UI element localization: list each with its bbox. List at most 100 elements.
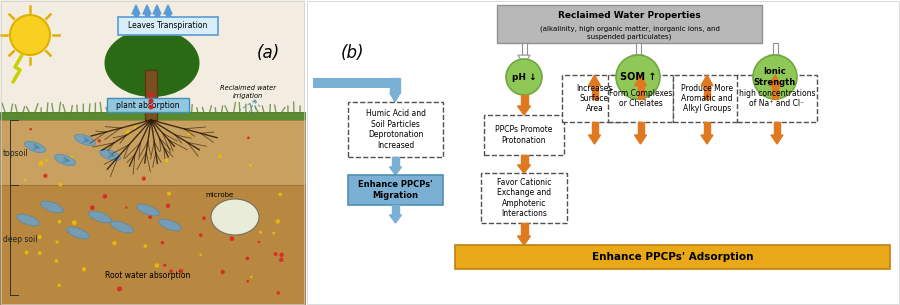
Text: Humic Acid and
Soil Particles
Deprotonation
Increased: Humic Acid and Soil Particles Deprotonat…: [365, 109, 426, 149]
Circle shape: [753, 55, 797, 99]
Circle shape: [117, 286, 122, 291]
Polygon shape: [390, 215, 401, 223]
Ellipse shape: [75, 134, 95, 146]
Bar: [134, 14, 138, 27]
FancyBboxPatch shape: [484, 115, 564, 155]
Circle shape: [279, 253, 284, 257]
Text: deep soil: deep soil: [3, 235, 38, 245]
Polygon shape: [518, 106, 530, 115]
Circle shape: [247, 280, 249, 283]
Circle shape: [259, 231, 262, 234]
Circle shape: [72, 220, 76, 225]
Text: Leaves Transpiration: Leaves Transpiration: [129, 21, 208, 30]
Text: Enhance PPCPs' Adsorption: Enhance PPCPs' Adsorption: [592, 252, 753, 262]
Text: high concentrations
of Na⁺ and Cl⁻: high concentrations of Na⁺ and Cl⁻: [739, 89, 815, 108]
Circle shape: [230, 236, 234, 241]
Circle shape: [148, 99, 154, 103]
Ellipse shape: [111, 221, 133, 233]
Ellipse shape: [122, 36, 166, 74]
Circle shape: [165, 159, 168, 162]
Polygon shape: [390, 93, 400, 102]
Circle shape: [275, 219, 280, 224]
Ellipse shape: [137, 204, 159, 216]
Circle shape: [237, 206, 241, 211]
Bar: [637, 86, 643, 99]
Circle shape: [58, 183, 62, 187]
Text: Reclaimed Water Properties: Reclaimed Water Properties: [558, 10, 701, 20]
Ellipse shape: [146, 40, 174, 62]
FancyBboxPatch shape: [145, 70, 157, 120]
Bar: [392, 157, 399, 167]
Text: Increases
Surface
Area: Increases Surface Area: [576, 84, 613, 113]
Polygon shape: [589, 135, 600, 144]
Circle shape: [68, 230, 70, 233]
Polygon shape: [771, 135, 783, 144]
Text: Root water absorption: Root water absorption: [105, 271, 191, 279]
Text: (a): (a): [256, 44, 280, 62]
Text: plant absorption: plant absorption: [116, 101, 180, 109]
Polygon shape: [634, 135, 646, 144]
Bar: [772, 86, 778, 99]
Circle shape: [272, 231, 275, 235]
Bar: [390, 78, 400, 93]
Circle shape: [166, 204, 170, 208]
Circle shape: [134, 126, 137, 129]
Circle shape: [616, 55, 660, 99]
Circle shape: [97, 139, 101, 142]
FancyBboxPatch shape: [497, 5, 762, 43]
Polygon shape: [143, 5, 151, 14]
Polygon shape: [164, 5, 172, 14]
Polygon shape: [518, 236, 530, 245]
FancyBboxPatch shape: [118, 17, 218, 35]
Text: Enhance PPCPs'
Migration: Enhance PPCPs' Migration: [358, 180, 433, 200]
Circle shape: [10, 15, 50, 55]
Bar: [704, 86, 710, 99]
Circle shape: [125, 206, 128, 209]
Text: Produce More
Aromatic and
Alkyl Groups: Produce More Aromatic and Alkyl Groups: [681, 84, 733, 113]
Bar: [772, 43, 778, 55]
Circle shape: [24, 250, 29, 254]
Circle shape: [163, 264, 166, 267]
FancyBboxPatch shape: [737, 75, 817, 122]
Circle shape: [24, 179, 27, 182]
Ellipse shape: [104, 29, 200, 97]
Circle shape: [69, 156, 73, 160]
Circle shape: [506, 59, 542, 95]
Text: topsoil: topsoil: [3, 149, 29, 157]
Text: Form Complexes
or Chelates: Form Complexes or Chelates: [608, 89, 672, 108]
Bar: [637, 122, 643, 135]
Text: pH ↓: pH ↓: [512, 73, 536, 81]
Ellipse shape: [67, 227, 89, 239]
Text: (alkalinity, high organic matter, inorganic ions, and
suspended particulates): (alkalinity, high organic matter, inorga…: [540, 26, 719, 40]
FancyBboxPatch shape: [107, 98, 189, 112]
Ellipse shape: [88, 211, 112, 223]
Bar: [520, 155, 527, 165]
Ellipse shape: [24, 141, 46, 153]
Text: (b): (b): [340, 44, 364, 62]
Circle shape: [276, 291, 280, 295]
Text: Reclaimed water
irrigation: Reclaimed water irrigation: [220, 85, 276, 99]
Ellipse shape: [127, 53, 177, 83]
Circle shape: [58, 220, 61, 224]
Ellipse shape: [55, 154, 76, 166]
Ellipse shape: [130, 38, 165, 58]
Polygon shape: [634, 75, 646, 86]
Circle shape: [221, 224, 226, 228]
Polygon shape: [701, 135, 713, 144]
Circle shape: [250, 276, 253, 278]
Circle shape: [160, 241, 164, 244]
FancyBboxPatch shape: [481, 173, 567, 223]
Circle shape: [155, 263, 159, 268]
Circle shape: [199, 233, 202, 237]
Bar: [591, 122, 598, 135]
Polygon shape: [132, 5, 140, 14]
FancyBboxPatch shape: [313, 78, 395, 88]
FancyBboxPatch shape: [0, 0, 305, 305]
Circle shape: [90, 205, 94, 210]
Bar: [166, 14, 170, 27]
Circle shape: [38, 251, 41, 255]
Polygon shape: [632, 55, 644, 65]
Circle shape: [169, 269, 173, 273]
FancyBboxPatch shape: [608, 75, 673, 122]
Circle shape: [142, 177, 146, 181]
